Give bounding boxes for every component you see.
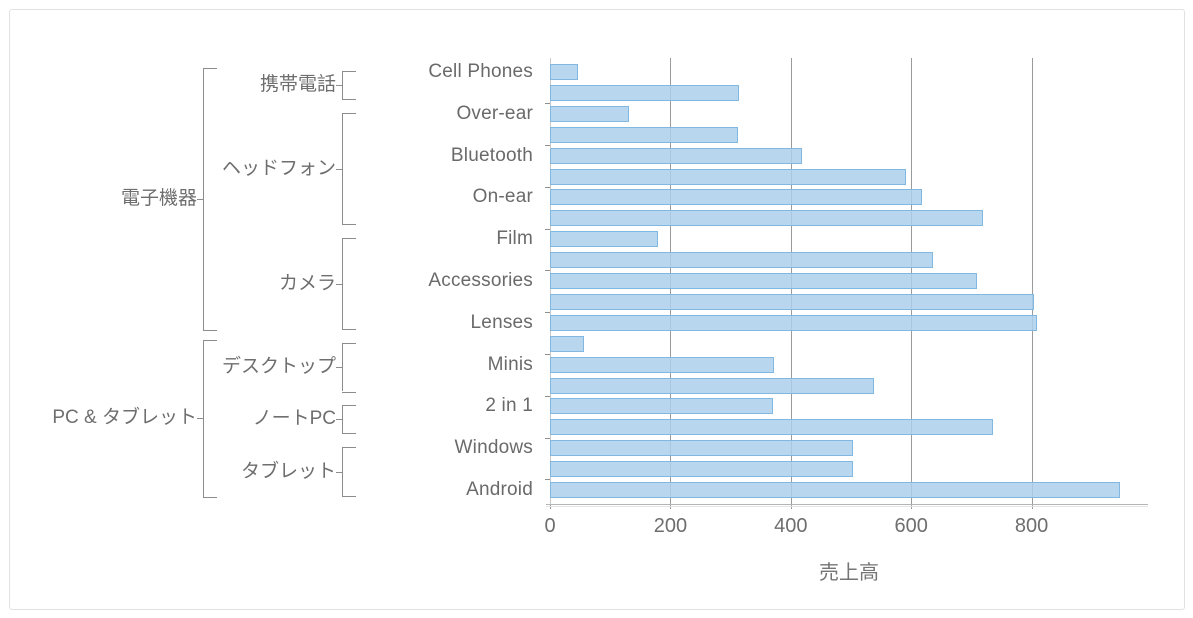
category-boundary-tick — [545, 437, 550, 439]
group-bracket-line — [342, 342, 356, 344]
bar-film[interactable] — [550, 231, 658, 248]
group-bracket-line — [342, 238, 356, 240]
group-label-connector — [336, 283, 342, 285]
category-label: 2 in 1 — [485, 395, 533, 417]
bar-accessories[interactable] — [550, 273, 977, 289]
group-label-connector — [336, 367, 342, 369]
top-group-bracket-line — [203, 339, 217, 341]
bar-minis[interactable] — [550, 356, 774, 373]
top-group-label: 電子機器 — [120, 187, 197, 209]
group-bracket-line — [342, 496, 356, 497]
group-label: ヘッドフォン — [221, 157, 336, 179]
x-gridline — [1031, 58, 1033, 504]
category-boundary-tick — [545, 145, 550, 146]
category-boundary-tick — [545, 270, 550, 272]
group-label-connector — [336, 471, 342, 473]
bar-over-ear[interactable] — [550, 105, 629, 122]
category-label: Over-ear — [456, 102, 533, 124]
category-label: Bluetooth — [450, 144, 533, 166]
category-label: Cell Phones — [428, 61, 533, 82]
category-label: Film — [496, 228, 533, 250]
category-label: On-ear — [472, 186, 533, 208]
bar-row5[interactable] — [550, 168, 906, 185]
x-axis-tick-label: 400 — [774, 515, 808, 537]
group-bracket-line — [342, 224, 356, 226]
group-bracket-line — [342, 71, 343, 99]
x-axis-shadow-line — [546, 506, 1148, 507]
category-label: Android — [466, 479, 533, 500]
bar-row13[interactable] — [550, 335, 584, 352]
category-label: Lenses — [470, 311, 533, 333]
bar-row7[interactable] — [550, 210, 983, 227]
x-axis-title: 売上高 — [819, 562, 879, 584]
x-axis-line — [546, 504, 1148, 505]
category-boundary-tick — [545, 395, 550, 397]
bar-row9[interactable] — [550, 252, 933, 269]
group-label: 携帯電話 — [259, 73, 336, 95]
top-group-bracket-line — [203, 68, 204, 330]
group-bracket-line — [342, 112, 356, 114]
bar-2-in-1[interactable] — [550, 398, 773, 415]
bar-windows[interactable] — [550, 440, 853, 457]
category-boundary-tick — [545, 479, 550, 481]
bar-row11[interactable] — [550, 293, 1034, 310]
top-group-label: PC & タブレット — [52, 407, 197, 429]
bar-row1[interactable] — [550, 84, 739, 101]
group-label: カメラ — [278, 272, 336, 294]
group-label: タブレット — [240, 460, 336, 482]
top-group-bracket-line — [203, 68, 217, 69]
group-bracket-line — [342, 405, 343, 434]
bar-cell-phones[interactable] — [550, 64, 578, 80]
x-axis-tick-label: 600 — [894, 515, 928, 537]
group-label: ノートPC — [252, 408, 336, 430]
category-label: Accessories — [428, 270, 533, 291]
category-boundary-tick — [545, 312, 550, 314]
group-bracket-line — [342, 112, 343, 225]
bar-bluetooth[interactable] — [550, 147, 802, 164]
bar-row15[interactable] — [550, 377, 874, 394]
group-label: デスクトップ — [221, 356, 336, 378]
group-bracket-line — [342, 328, 356, 330]
x-axis-tick-label: 0 — [544, 515, 556, 537]
category-boundary-tick — [545, 103, 550, 105]
group-bracket-line — [342, 238, 343, 329]
x-axis-tick-label: 800 — [1014, 515, 1049, 537]
bar-row19[interactable] — [550, 461, 853, 478]
top-group-bracket-line — [203, 497, 217, 498]
group-bracket-line — [342, 433, 356, 435]
top-group-bracket-line — [203, 329, 217, 331]
category-boundary-tick — [545, 354, 550, 355]
category-boundary-tick — [545, 186, 550, 188]
group-label-connector — [336, 419, 342, 421]
top-group-label-connector — [197, 198, 203, 200]
group-label-connector — [336, 168, 342, 170]
bar-row17[interactable] — [550, 419, 993, 436]
top-group-bracket-line — [203, 339, 204, 497]
group-bracket-line — [342, 342, 343, 392]
group-bracket-line — [342, 71, 356, 72]
top-group-label-connector — [197, 418, 203, 420]
x-axis-tick-label: 200 — [653, 515, 688, 537]
group-bracket-line — [342, 98, 356, 100]
group-label-connector — [336, 84, 342, 86]
bar-android[interactable] — [550, 482, 1120, 498]
bar-on-ear[interactable] — [550, 189, 922, 206]
group-bracket-line — [342, 405, 356, 407]
category-boundary-tick — [545, 228, 550, 230]
group-bracket-line — [342, 447, 343, 496]
bar-row3[interactable] — [550, 126, 738, 143]
group-bracket-line — [342, 391, 356, 393]
category-label: Windows — [454, 437, 533, 459]
bar-lenses[interactable] — [550, 314, 1037, 331]
category-label: Minis — [487, 353, 533, 375]
group-bracket-line — [342, 447, 356, 449]
